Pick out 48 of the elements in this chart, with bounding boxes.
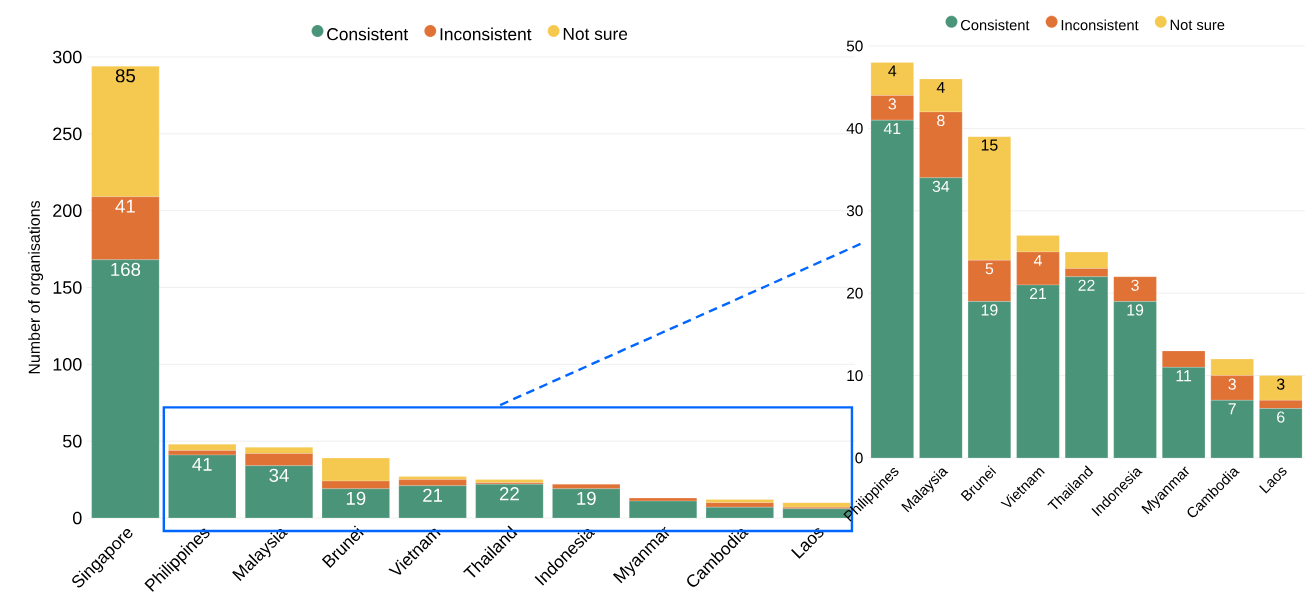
data-label: 4 — [888, 65, 897, 77]
legend-label: Not sure — [1170, 19, 1225, 31]
data-label: 21 — [1029, 287, 1047, 299]
data-label: 8 — [937, 114, 945, 127]
y-tick-label: 50 — [846, 40, 863, 52]
y-axis-title: Number of organisations — [28, 200, 44, 374]
data-label: 6 — [1277, 411, 1285, 423]
data-label: 19 — [577, 491, 596, 505]
y-tick-label: 10 — [847, 370, 863, 382]
legend-label: Inconsistent — [1061, 19, 1139, 31]
data-label: 34 — [932, 180, 950, 192]
legend-label: Consistent — [327, 27, 409, 41]
y-tick-label: 30 — [846, 205, 863, 217]
data-label: 3 — [1276, 378, 1285, 390]
data-label: 41 — [883, 123, 901, 135]
data-label: 41 — [192, 457, 212, 471]
data-label: 3 — [888, 98, 897, 110]
data-label: 22 — [499, 487, 519, 501]
y-tick-label: 300 — [52, 50, 82, 64]
data-label: 7 — [1228, 403, 1236, 415]
y-tick-label: 20 — [847, 287, 863, 299]
legend-label: Not sure — [563, 27, 628, 41]
y-tick-label: 150 — [53, 281, 82, 294]
data-label: 85 — [115, 69, 135, 83]
data-label: 19 — [981, 304, 998, 316]
data-label: 22 — [1078, 279, 1095, 291]
data-label: 15 — [981, 139, 998, 151]
data-label: 5 — [985, 263, 994, 275]
data-label: 4 — [936, 81, 945, 93]
data-label: 34 — [269, 468, 289, 482]
data-label: 168 — [111, 262, 141, 276]
data-label: 19 — [346, 491, 366, 505]
data-label: 3 — [1131, 279, 1139, 291]
legend-label: Consistent — [961, 19, 1030, 31]
y-tick-label: 0 — [73, 511, 82, 525]
data-label: 3 — [1228, 378, 1236, 390]
data-label: 41 — [115, 199, 135, 213]
data-label: 4 — [1033, 254, 1042, 266]
y-tick-label: 200 — [53, 204, 82, 218]
data-label: 19 — [1127, 304, 1144, 316]
y-tick-label: 40 — [846, 122, 863, 134]
legend-label: Inconsistent — [440, 27, 532, 41]
y-tick-label: 250 — [53, 127, 82, 141]
y-tick-label: 100 — [53, 357, 82, 371]
data-label: 21 — [423, 488, 443, 502]
y-tick-label: 50 — [62, 434, 82, 448]
y-tick-label: 0 — [855, 452, 863, 464]
data-label: 11 — [1176, 370, 1192, 382]
